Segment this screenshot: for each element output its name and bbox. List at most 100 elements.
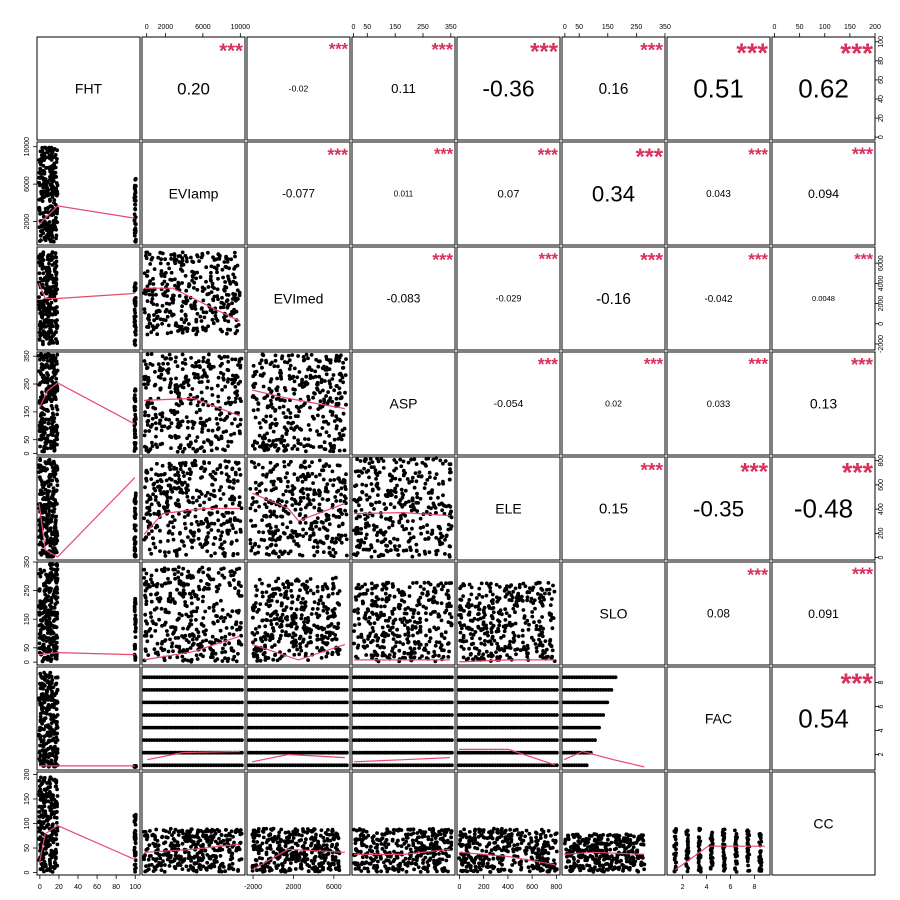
scatter-point — [190, 426, 195, 430]
scatter-point — [177, 445, 182, 450]
scatter-point — [54, 174, 58, 179]
scatter-point — [46, 484, 51, 489]
scatter-point — [261, 353, 266, 358]
scatter-point — [345, 700, 349, 705]
scatter-point — [342, 448, 347, 453]
scatter-point — [174, 551, 179, 556]
scatter-point — [49, 418, 53, 422]
scatter-point — [133, 509, 137, 514]
scatter-point — [216, 518, 221, 523]
scatter-point — [295, 447, 300, 452]
scatter-point — [206, 250, 210, 255]
scatter-point — [160, 441, 165, 446]
scatter-point — [38, 633, 43, 637]
scatter-point — [41, 491, 46, 496]
scatter-point — [288, 415, 293, 420]
scatter-point — [191, 371, 196, 376]
scatter-point — [185, 483, 190, 488]
scatter-point — [231, 526, 236, 531]
scatter-point — [53, 643, 57, 647]
scatter-point — [198, 408, 202, 413]
scatter-point — [154, 426, 159, 431]
scatter-point — [41, 214, 46, 219]
scatter-point — [215, 270, 219, 275]
scatter-point — [190, 461, 195, 466]
scatter-point — [49, 698, 54, 703]
scatter-point — [186, 535, 190, 539]
scatter-point — [267, 404, 272, 409]
scatter-point — [52, 648, 56, 652]
scatter-point — [39, 253, 43, 258]
scatter-point — [52, 548, 56, 553]
scatter-point — [39, 692, 44, 697]
scatter-point — [201, 310, 206, 315]
scatter-point — [169, 270, 174, 275]
scatter-point — [212, 488, 216, 493]
scatter-point — [42, 646, 47, 650]
scatter-point — [218, 363, 223, 368]
scatter-point — [211, 469, 216, 474]
scatter-point — [176, 329, 180, 333]
scatter-point — [260, 435, 265, 440]
scatter-point — [45, 534, 49, 539]
scatter-point — [218, 417, 223, 422]
scatter-point — [223, 448, 227, 453]
scatter-point — [209, 270, 213, 275]
scatter-point — [240, 750, 244, 755]
scatter-point — [233, 357, 238, 362]
scatter-point — [143, 310, 147, 315]
scatter-point — [321, 414, 325, 419]
scatter-point — [48, 169, 53, 174]
scatter-point — [132, 218, 137, 223]
scatter-point — [49, 157, 54, 162]
scatter-point — [238, 365, 243, 370]
scatter-point — [133, 432, 138, 436]
scatter-cloud — [37, 145, 60, 244]
scatter-point — [50, 312, 55, 317]
scatter-point — [318, 399, 323, 404]
scatter-point — [593, 738, 597, 742]
scatter-point — [337, 391, 342, 395]
scatter-point — [48, 461, 53, 466]
scatter-point — [605, 700, 610, 705]
scatter-point — [198, 314, 203, 319]
scatter-point — [308, 405, 312, 410]
scatter-point — [55, 794, 60, 798]
scatter-point — [133, 833, 138, 838]
scatter-point — [216, 252, 221, 257]
scatter-point — [179, 539, 184, 543]
scatter-point — [51, 425, 56, 429]
scatter-point — [174, 503, 179, 508]
scatter-point — [303, 381, 308, 385]
scatter-point — [55, 442, 59, 447]
scatter-point — [233, 400, 238, 404]
scatter-point — [170, 296, 175, 300]
scatter-point — [133, 226, 138, 231]
scatter-point — [46, 234, 51, 238]
scatter-point — [275, 376, 279, 381]
scatter-point — [306, 356, 310, 361]
scatter-point — [133, 322, 138, 327]
scatter-point — [251, 408, 256, 413]
scatter-point — [132, 514, 137, 519]
scatter-point — [53, 779, 58, 784]
scatter-point — [46, 421, 51, 425]
scatter-point — [38, 686, 43, 691]
scatter-point — [196, 528, 201, 533]
scatter-point — [228, 517, 233, 522]
scatter-point — [47, 258, 52, 262]
scatter-point — [154, 434, 158, 439]
scatter-point — [54, 405, 59, 409]
scatter-point — [189, 255, 193, 260]
scatter-point — [37, 750, 42, 755]
scatter-point — [44, 189, 48, 194]
scatter-point — [37, 295, 41, 299]
scatter-point — [261, 440, 266, 445]
scatter-point — [49, 812, 54, 817]
scatter-point — [316, 359, 321, 364]
scatter-point — [229, 439, 234, 444]
scatter-point — [55, 339, 59, 344]
scatter-point — [149, 502, 154, 507]
scatter-point — [44, 155, 49, 160]
scatter-point — [192, 280, 197, 285]
